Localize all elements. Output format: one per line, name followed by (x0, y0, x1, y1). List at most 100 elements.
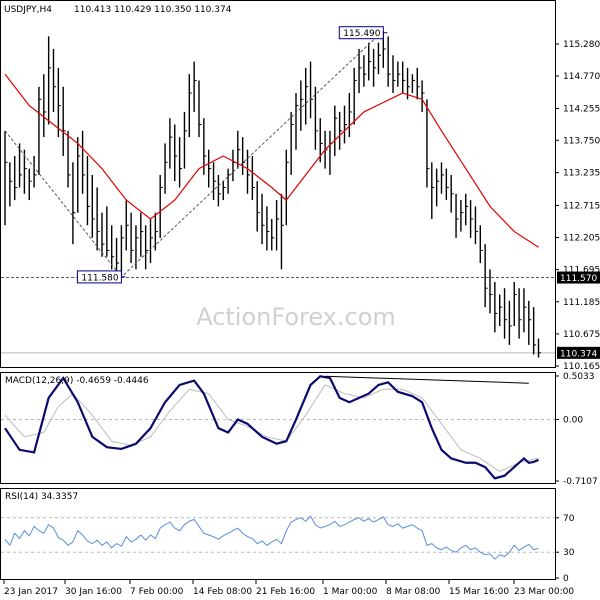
price-bar (494, 281, 498, 333)
price-bar (489, 269, 493, 314)
price-bar (440, 162, 444, 194)
price-y-tick-label: 110.165 (563, 362, 600, 372)
panel-frames (0, 0, 556, 580)
price-bar (300, 80, 304, 131)
x-tick-label: 23 Jan 2017 (4, 587, 58, 597)
price-bar (144, 225, 149, 270)
price-bar (450, 174, 454, 213)
price-bar (518, 288, 522, 339)
price-bar (169, 118, 173, 169)
price-bar (110, 225, 115, 270)
price-bar (193, 61, 197, 112)
watermark: ActionForex.com (196, 303, 396, 331)
price-bar (319, 118, 323, 163)
x-tick-label: 30 Jan 16:00 (65, 587, 122, 597)
price-bar (358, 48, 362, 94)
price-bar (101, 212, 105, 257)
price-bar (465, 193, 469, 226)
price-bar (33, 156, 37, 188)
price-bar (256, 181, 260, 232)
price-bar (295, 93, 299, 150)
price-bar (18, 143, 23, 188)
price-bar (120, 225, 124, 277)
price-bar (130, 212, 134, 264)
price-bar (52, 48, 56, 112)
annotation-label: 115.490 (343, 29, 380, 39)
ohlc-readout: 110.413 110.429 110.350 110.374 (74, 5, 232, 15)
price-y-tick-label: 113.235 (563, 169, 600, 179)
price-bar (338, 111, 343, 150)
price-bar (212, 162, 217, 201)
price-y-tick-label: 110.675 (563, 330, 600, 340)
price-bar (222, 181, 226, 201)
price-bar (334, 105, 338, 157)
price-bar (178, 137, 183, 188)
price-bar (537, 338, 541, 358)
current-price-tag-bg (557, 346, 600, 359)
price-bar (183, 111, 187, 169)
price-bar (28, 168, 32, 201)
price-bar (280, 193, 284, 270)
price-bar (411, 74, 415, 94)
rsi-y-tick-label: 30 (563, 548, 575, 558)
price-bar (251, 156, 255, 201)
price-bar (460, 200, 464, 232)
current-price-tag-label: 110.374 (560, 349, 597, 359)
macd-label: MACD(12,26,9) -0.4659 -0.4446 (5, 376, 149, 386)
price-bar (81, 130, 86, 194)
macd-y-tick-label: -0.7107 (563, 477, 598, 487)
price-bar (115, 237, 120, 276)
price-bar (290, 111, 294, 175)
price-bar (479, 225, 483, 264)
macd-trendline (325, 375, 529, 384)
price-bar (469, 200, 474, 238)
price-bar (445, 168, 449, 201)
price-bar (372, 48, 377, 87)
price-y-tick-label: 115.280 (563, 40, 600, 50)
price-bar (416, 67, 420, 100)
price-bar (435, 168, 440, 207)
price-y-tick-label: 111.695 (563, 266, 600, 276)
price-bar (392, 55, 396, 94)
x-tick-label: 8 Mar 08:00 (386, 587, 441, 597)
price-bar (57, 67, 61, 138)
price-bar (368, 42, 372, 81)
price-bar (67, 130, 71, 188)
macd-signal-line (4, 384, 539, 472)
rsi-line (4, 515, 539, 560)
x-tick-label: 14 Feb 08:00 (193, 587, 252, 597)
price-bar (4, 130, 8, 226)
price-bar (174, 124, 178, 182)
price-bar (38, 86, 42, 175)
macd-panel-frame (0, 372, 556, 484)
price-bar (125, 200, 129, 251)
price-bar (397, 61, 401, 87)
price-bar (237, 130, 241, 169)
price-bar (499, 294, 503, 327)
x-axis-labels: 23 Jan 2017 30 Jan 16:00 7 Feb 00:00 14 Feb… (3, 580, 574, 597)
price-bar (363, 55, 367, 87)
x-tick-label: 21 Feb 16:00 (256, 587, 315, 597)
price-bar (23, 149, 27, 194)
price-bar (523, 288, 527, 333)
price-bar (377, 42, 381, 75)
price-bar (232, 149, 236, 182)
price-bar (329, 130, 333, 175)
price-bar (47, 36, 52, 125)
price-bar (314, 86, 318, 150)
price-y-tick-label: 112.205 (563, 234, 600, 244)
price-bar (9, 162, 13, 207)
moving-average-layer (4, 73, 539, 248)
price-bar (62, 86, 66, 157)
price-panel-frame (0, 0, 556, 368)
macd-layer (4, 375, 539, 480)
price-y-tick-label: 114.770 (563, 72, 600, 82)
rsi-label: RSI(14) 34.3357 (5, 492, 78, 502)
price-bar (154, 212, 158, 251)
rsi-y-tick-label: 0 (563, 574, 569, 584)
x-tick-label: 23 Mar 00:00 (514, 587, 574, 597)
price-bar (285, 149, 289, 226)
price-y-tick-label: 112.715 (563, 201, 600, 211)
price-bar (532, 307, 537, 355)
